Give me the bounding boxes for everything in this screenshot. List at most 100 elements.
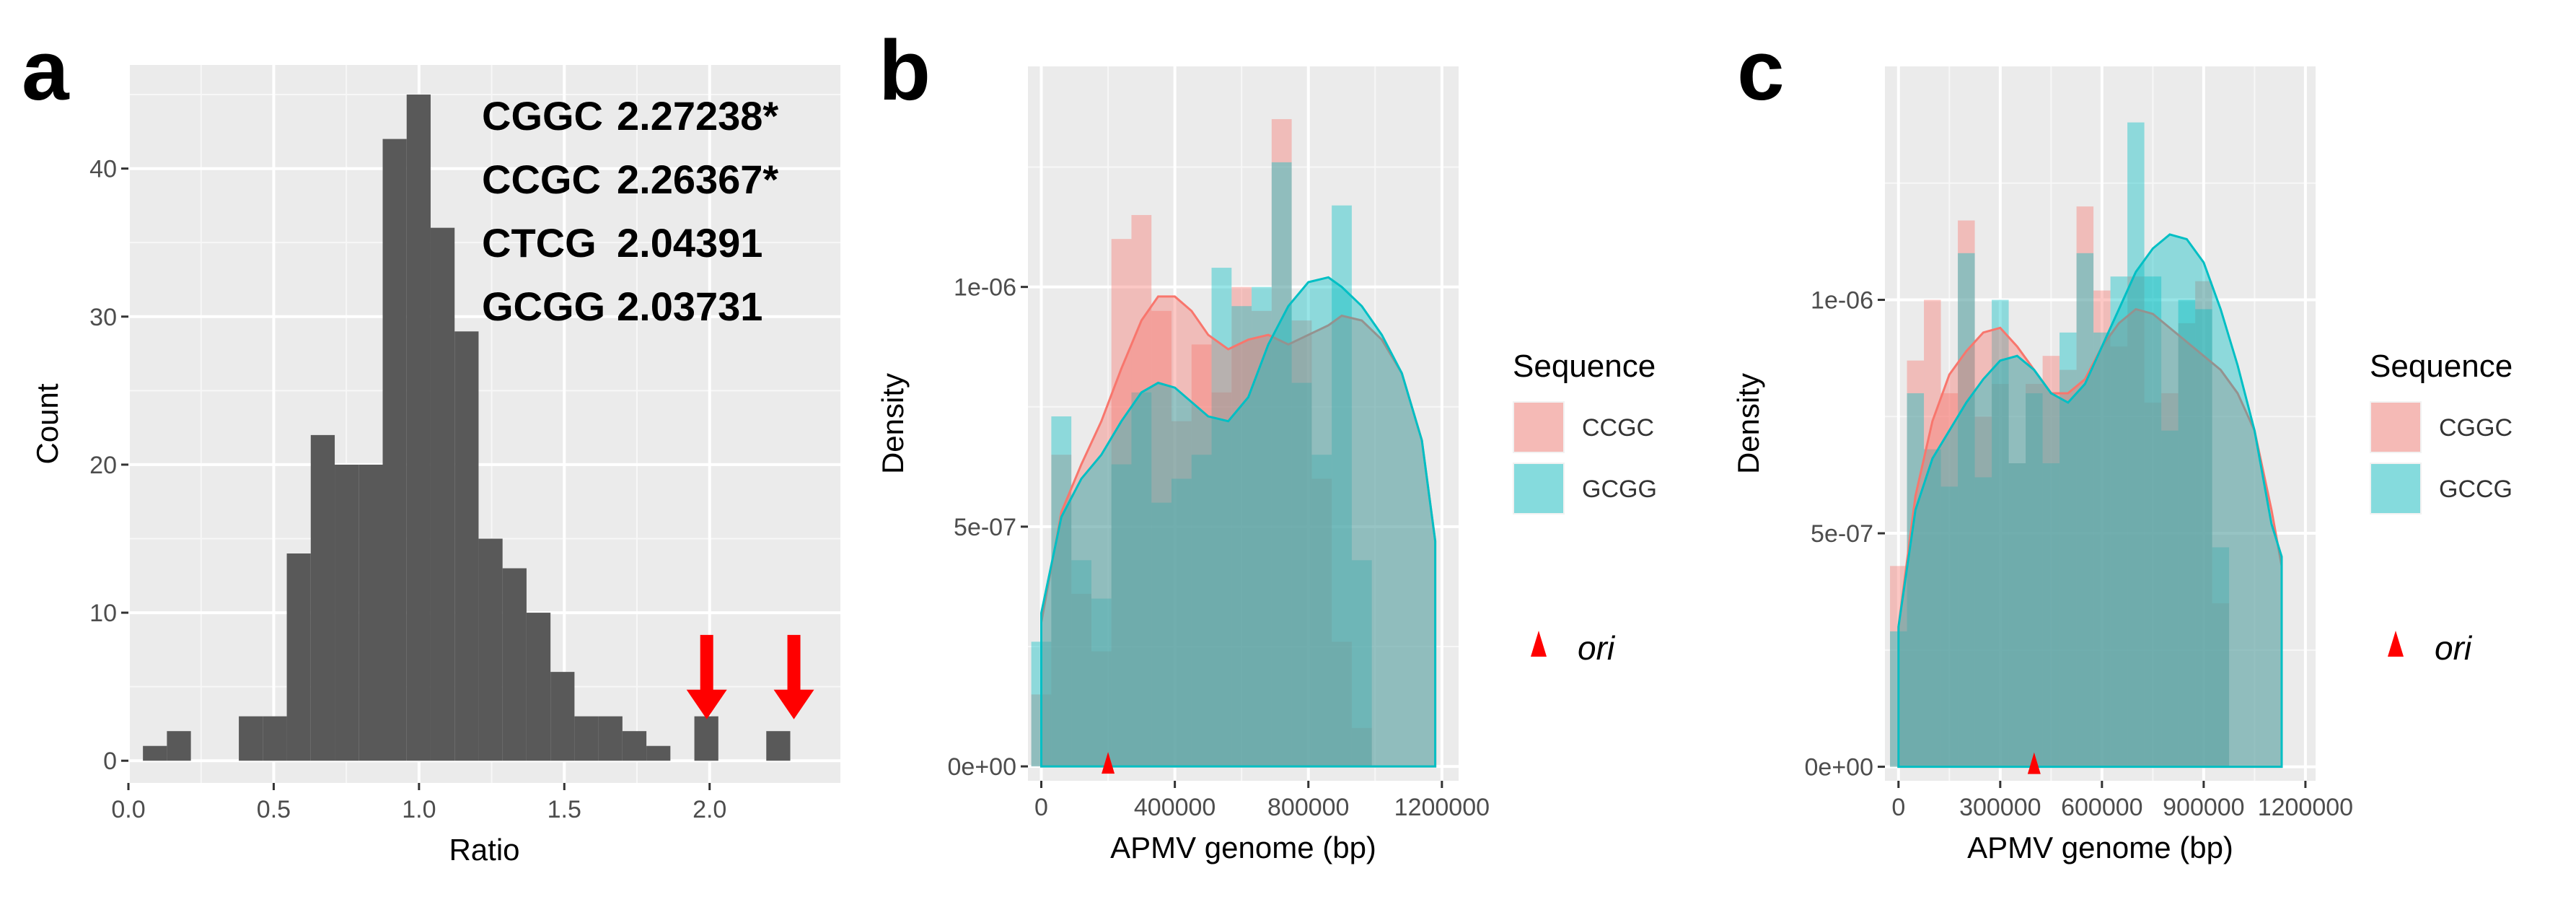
c-x-axis-title: APMV genome (bp) bbox=[1967, 831, 2233, 864]
b-histogram-bar-ccgc bbox=[1311, 478, 1332, 767]
c-histogram-bar-gccg bbox=[1940, 486, 1959, 767]
c-histogram-bar-gccg bbox=[2060, 332, 2077, 767]
b-histogram-bar-ccgc bbox=[1091, 651, 1112, 767]
c-histogram-bar-gccg bbox=[2008, 463, 2026, 767]
b-histogram-bar-ccgc bbox=[1071, 593, 1091, 767]
c-histogram-bar-cggc bbox=[2110, 346, 2128, 767]
a-histogram-bar bbox=[766, 731, 791, 761]
c-histogram-bar-gccg bbox=[2144, 276, 2162, 767]
b-ori-legend-icon bbox=[1531, 631, 1547, 657]
c-y-axis-title: Density bbox=[1731, 373, 1765, 474]
c-ori-legend-label: ori bbox=[2435, 629, 2473, 667]
c-histogram-bar-gccg bbox=[2042, 463, 2060, 767]
c-histogram-bar-cggc bbox=[1924, 299, 1941, 767]
a-x-tick-label: 0.5 bbox=[257, 796, 291, 823]
a-histogram-bar bbox=[359, 464, 383, 761]
a-x-axis-title: Ratio bbox=[449, 833, 519, 867]
a-histogram-bar bbox=[574, 716, 599, 761]
a-annotation-value: 2.27238* bbox=[617, 93, 778, 139]
c-x-tick-label: 900000 bbox=[2163, 794, 2244, 821]
b-x-tick-label: 800000 bbox=[1267, 794, 1349, 821]
a-histogram-bar bbox=[167, 731, 191, 761]
c-ori-legend-icon bbox=[2388, 631, 2404, 657]
a-x-tick-label: 2.0 bbox=[693, 796, 726, 823]
b-y-tick-label: 0e+00 bbox=[948, 753, 1017, 781]
c-legend-title: Sequence bbox=[2370, 349, 2513, 384]
a-histogram-bar bbox=[382, 139, 407, 761]
b-legend-label: CCGC bbox=[1582, 414, 1654, 442]
b-histogram-bar-ccgc bbox=[1131, 214, 1152, 767]
b-x-axis-title: APMV genome (bp) bbox=[1110, 831, 1376, 864]
c-density-curve-gccg bbox=[1897, 233, 2283, 769]
b-histogram-bar-gcgg bbox=[1091, 598, 1112, 767]
a-histogram-bar bbox=[598, 716, 623, 761]
b-histogram-bar-gcgg bbox=[1131, 392, 1152, 767]
c-legend-swatch-cggc bbox=[2371, 403, 2420, 452]
b-histogram-bar-ccgc bbox=[1291, 320, 1312, 767]
b-density-curve-gcgg bbox=[1040, 276, 1437, 768]
a-histogram-bar bbox=[263, 716, 287, 761]
b-histogram-bar-gcgg bbox=[1311, 455, 1332, 767]
c-y-tick-label: 1e-06 bbox=[1811, 287, 1873, 315]
a-x-tick-label: 1.5 bbox=[548, 796, 581, 823]
b-x-tick-label: 0 bbox=[1034, 794, 1048, 821]
b-histogram-bar-ccgc bbox=[1111, 239, 1132, 767]
b-legend-label: GCGG bbox=[1582, 476, 1657, 503]
b-histogram-bar-gcgg bbox=[1211, 268, 1232, 767]
a-histogram-bar bbox=[622, 731, 647, 761]
b-legend-swatch-gcgg bbox=[1514, 464, 1563, 513]
c-histogram-bar-gccg bbox=[2110, 276, 2128, 767]
b-legend-key-bg bbox=[1513, 463, 1565, 515]
b-histogram-bar-gcgg bbox=[1171, 478, 1192, 767]
a-histogram-bar bbox=[430, 227, 455, 761]
a-histogram-bar bbox=[526, 613, 551, 761]
a-histogram-bar bbox=[335, 464, 359, 761]
b-histogram-bar-gcgg bbox=[1191, 455, 1212, 767]
c-plot-background bbox=[1885, 66, 2316, 781]
a-y-tick-label: 40 bbox=[89, 156, 117, 183]
b-x-tick-label: 1200000 bbox=[1394, 794, 1490, 821]
a-histogram-bar bbox=[406, 95, 431, 761]
panel-letter-a: a bbox=[22, 23, 70, 118]
c-y-tick-label: 5e-07 bbox=[1811, 520, 1873, 548]
a-histogram-bar bbox=[286, 553, 311, 761]
c-histogram-bar-cggc bbox=[2127, 276, 2145, 767]
c-x-tick-label: 600000 bbox=[2061, 794, 2142, 821]
c-legend-key-bg bbox=[2370, 463, 2422, 515]
a-histogram-bar bbox=[454, 331, 479, 761]
a-x-tick-label: 0.0 bbox=[111, 796, 145, 823]
b-histogram-bar-ccgc bbox=[1051, 455, 1072, 767]
a-annotation-value: 2.26367* bbox=[617, 157, 778, 202]
b-x-tick-label: 400000 bbox=[1134, 794, 1216, 821]
c-histogram-bar-cggc bbox=[2076, 206, 2094, 767]
c-histogram-bar-cggc bbox=[2008, 463, 2026, 767]
a-red-arrow-marker bbox=[773, 634, 814, 719]
a-annotation-sequence: CGGC bbox=[482, 93, 603, 139]
b-histogram-bar-gcgg bbox=[1111, 464, 1132, 767]
c-legend-key-bg bbox=[2370, 401, 2422, 453]
b-histogram-bar-gcgg bbox=[1151, 502, 1171, 767]
a-y-tick-label: 20 bbox=[89, 452, 117, 479]
c-histogram-bar-gccg bbox=[2212, 547, 2230, 767]
c-histogram-bar-gccg bbox=[1958, 253, 1975, 767]
c-histogram-bar-cggc bbox=[1940, 393, 1959, 767]
c-histogram-bar-gccg bbox=[2026, 393, 2043, 767]
c-x-tick-label: 0 bbox=[1891, 794, 1905, 821]
a-histogram-bar bbox=[646, 745, 671, 761]
c-histogram-bar-cggc bbox=[2212, 603, 2230, 767]
b-histogram-bar-ccgc bbox=[1252, 310, 1272, 767]
b-histogram-bar-ccgc bbox=[1171, 421, 1192, 767]
panel-letter-b: b bbox=[879, 23, 931, 118]
a-annotation-value: 2.03731 bbox=[617, 284, 762, 329]
b-histogram-bar-ccgc bbox=[1351, 727, 1372, 767]
b-histogram-bar-ccgc bbox=[1332, 642, 1352, 767]
c-legend-swatch-gccg bbox=[2371, 464, 2420, 513]
c-x-tick-label: 300000 bbox=[1959, 794, 2041, 821]
a-histogram-bar bbox=[550, 672, 575, 761]
c-histogram-bar-cggc bbox=[2161, 393, 2179, 767]
c-legend-label: GCCG bbox=[2439, 476, 2513, 503]
c-histogram-bar-gccg bbox=[1924, 449, 1941, 767]
panel-b-density-plot: 0 400000 800000 1200000 0e+00 5e-07 1e-06 APMV … bbox=[876, 66, 1657, 864]
a-annotation-sequence: CCGC bbox=[482, 157, 601, 202]
